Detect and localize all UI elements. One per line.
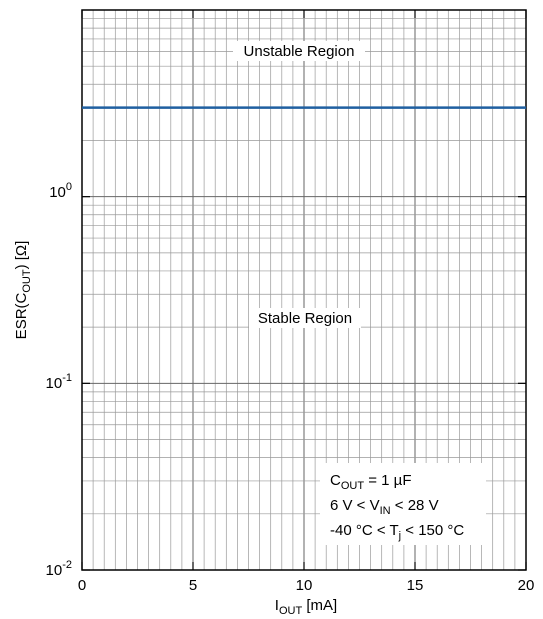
condition-cout: COUT = 1 µF — [330, 472, 412, 492]
x-tick-label-20: 20 — [518, 577, 535, 594]
stable-label-bg — [249, 308, 361, 328]
y-tick-label-1e-2: 10-2 — [46, 559, 72, 579]
condition-vin: 6 V < VIN < 28 V — [330, 497, 439, 517]
stable-region-label: Stable Region — [258, 310, 352, 327]
x-axis-label: IOUT [mA] — [275, 597, 337, 617]
unstable-label-bg — [233, 41, 365, 61]
y-tick-label-1e0: 100 — [49, 181, 72, 201]
x-tick-label-0: 0 — [78, 577, 86, 594]
tick-marks — [81, 10, 527, 571]
unstable-region-label: Unstable Region — [244, 43, 355, 60]
conditions-box — [320, 463, 486, 545]
x-tick-label-5: 5 — [189, 577, 197, 594]
y-axis-label: ESR(COUT) [Ω] — [13, 241, 33, 340]
condition-tj: -40 °C < Tj < 150 °C — [330, 522, 464, 542]
y-tick-label-1e-1: 10-1 — [46, 372, 72, 392]
x-tick-label-15: 15 — [407, 577, 424, 594]
x-tick-label-10: 10 — [296, 577, 313, 594]
